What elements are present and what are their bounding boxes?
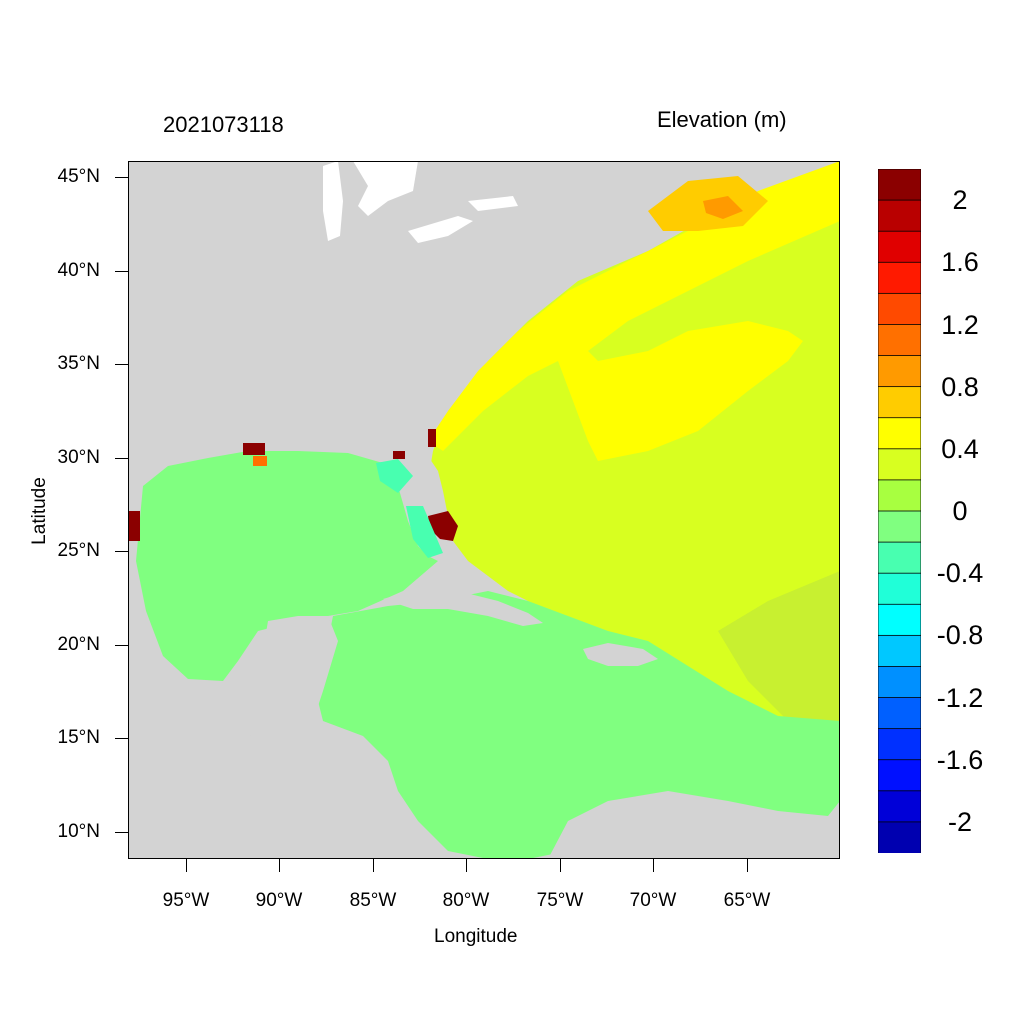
colorbar-label: -1.6 (936, 745, 984, 775)
colorbar-label: -0.8 (936, 620, 984, 650)
south-america (548, 791, 840, 859)
south-florida-inundation (428, 511, 458, 541)
colorbar (878, 169, 921, 853)
ytick-line-20 (115, 645, 128, 646)
colorbar-swatch (878, 790, 921, 823)
xtick-line-80 (466, 859, 467, 872)
atlantic-high-band (428, 161, 840, 461)
atlantic-southeast (718, 571, 840, 726)
xtick-label: 90°W (255, 890, 303, 911)
colorbar-label: 0.8 (941, 372, 979, 402)
ytick-label: 15°N (57, 727, 100, 748)
elevation-map (128, 161, 840, 859)
colorbar-label: 1.6 (941, 247, 979, 277)
xtick-label: 75°W (536, 890, 584, 911)
xtick-line-70 (653, 859, 654, 872)
colorbar-label: 0 (952, 496, 968, 526)
ytick-label: 45°N (57, 166, 100, 187)
ytick-label: 25°N (57, 540, 100, 561)
colorbar-label: -0.4 (936, 558, 984, 588)
colorbar-swatch (878, 634, 921, 668)
xtick-line-65 (747, 859, 748, 872)
ytick-label: 10°N (57, 821, 100, 842)
colorbar-swatch (878, 479, 921, 512)
xtick-line-85 (373, 859, 374, 872)
xtick-label: 80°W (442, 890, 490, 911)
ytick-line-30 (115, 458, 128, 459)
xtick-line-95 (186, 859, 187, 872)
lake-ontario (468, 196, 518, 211)
colorbar-label: 2 (952, 185, 968, 215)
ytick-line-15 (115, 738, 128, 739)
colorbar-swatch (878, 728, 921, 761)
xtick-line-90 (279, 859, 280, 872)
colorbar-swatch (878, 603, 921, 637)
y-axis-title: Latitude (29, 477, 50, 545)
colorbar-label: 0.4 (941, 434, 979, 464)
colorbar-label: 1.2 (941, 310, 979, 340)
caribbean-sea (313, 591, 840, 859)
colorbar-label: -1.2 (936, 683, 984, 713)
ytick-line-35 (115, 364, 128, 365)
ytick-label: 20°N (57, 634, 100, 655)
gulf-coast-inundation (243, 443, 265, 455)
big-bend-low (376, 459, 413, 493)
colorbar-swatch (878, 821, 921, 853)
ne-florida-inundation (428, 429, 436, 447)
colorbar-swatch (878, 697, 921, 730)
colorbar-swatch (878, 355, 921, 388)
colorbar-swatch (878, 759, 921, 792)
x-axis-title: Longitude (434, 926, 518, 947)
xtick-label: 85°W (349, 890, 397, 911)
ytick-line-45 (115, 177, 128, 178)
xtick-line-75 (560, 859, 561, 872)
colorbar-swatch (878, 417, 921, 450)
colorbar-swatch (878, 169, 921, 201)
gulf-of-maine-core (703, 196, 743, 219)
colorbar-swatch (878, 230, 921, 264)
cuba (383, 589, 543, 626)
xtick-label: 70°W (629, 890, 677, 911)
colorbar-label: -2 (947, 807, 972, 837)
colorbar-swatch (878, 572, 921, 606)
yucatan (263, 616, 338, 721)
florida-bend-inundation (393, 451, 405, 459)
colorbar-swatch (878, 292, 921, 326)
map-timestamp: 2021073118 (163, 112, 284, 137)
ytick-label: 40°N (57, 260, 100, 281)
xtick-label: 95°W (162, 890, 210, 911)
colorbar-swatch (878, 386, 921, 419)
colorbar-swatch (878, 324, 921, 357)
xtick-label: 65°W (723, 890, 771, 911)
ytick-line-10 (115, 832, 128, 833)
texas-coast-inundation (128, 511, 140, 541)
colorbar-swatch (878, 199, 921, 233)
map-variable-title: Elevation (m) (657, 107, 787, 132)
colorbar-swatch (878, 510, 921, 543)
map-frame (128, 161, 840, 859)
central-america (128, 721, 438, 859)
ytick-line-40 (115, 271, 128, 272)
gulf-coast-surge (253, 456, 267, 466)
ytick-label: 30°N (57, 447, 100, 468)
ytick-line-25 (115, 551, 128, 552)
lake-michigan (323, 161, 343, 241)
sw-florida-low (406, 506, 443, 558)
lake-huron (353, 161, 418, 216)
colorbar-swatch (878, 448, 921, 481)
colorbar-swatch (878, 541, 921, 575)
hispaniola (583, 643, 658, 666)
ytick-label: 35°N (57, 353, 100, 374)
colorbar-swatch (878, 261, 921, 295)
lake-erie (408, 216, 473, 243)
gulf-of-mexico (136, 451, 438, 681)
colorbar-swatch (878, 666, 921, 699)
